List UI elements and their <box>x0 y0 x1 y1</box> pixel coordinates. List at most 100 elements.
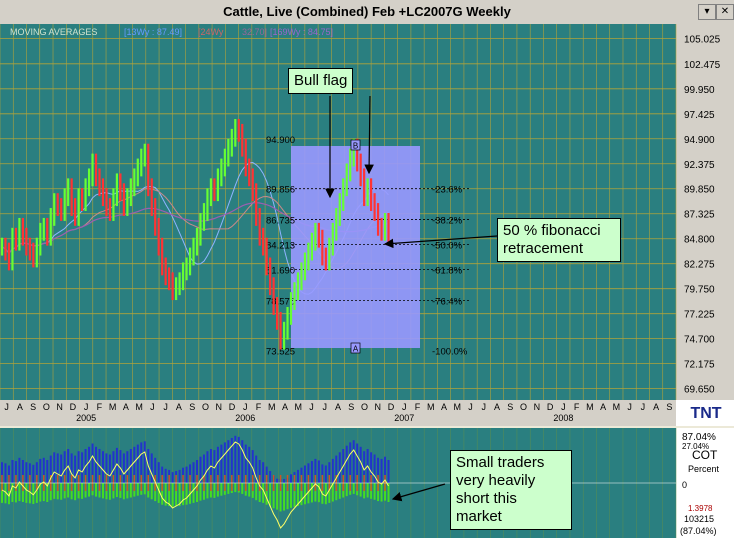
x-month-label: J <box>243 402 248 412</box>
x-month-label: J <box>322 402 327 412</box>
y-tick-label: 99.950 <box>684 85 715 96</box>
x-month-label: M <box>135 402 143 412</box>
fib-pct-label: -100.0% <box>432 346 468 357</box>
x-year-label: 2006 <box>235 413 255 423</box>
x-month-label: D <box>229 402 236 412</box>
y-tick-label: 105.025 <box>684 35 721 46</box>
x-month-label: S <box>666 402 672 412</box>
fib-pct-label: -38.2% <box>432 216 463 227</box>
fib-price-label: 78.570 <box>266 296 295 307</box>
x-year-label: 2005 <box>76 413 96 423</box>
y-tick-label: 102.475 <box>684 60 721 71</box>
x-month-label: J <box>163 402 168 412</box>
y-tick-label: 87.325 <box>684 210 715 221</box>
y-tick-label: 69.650 <box>684 385 715 396</box>
cot-callout-line2: very heavily <box>456 472 536 489</box>
x-month-label: S <box>30 402 36 412</box>
fib-price-label: 81.690 <box>266 265 295 276</box>
y-axis-panel <box>676 24 734 400</box>
x-month-label: J <box>627 402 632 412</box>
fib-price-label: 86.735 <box>266 216 295 227</box>
x-month-label: A <box>441 402 447 412</box>
y-tick-label: 82.275 <box>684 260 715 271</box>
x-month-label: N <box>375 402 382 412</box>
cot-histogram <box>0 435 676 529</box>
y-tick-label: 72.175 <box>684 360 715 371</box>
y-tick-label: 74.700 <box>684 335 715 346</box>
cot-callout-line3: short this <box>456 490 517 507</box>
x-month-label: D <box>70 402 77 412</box>
ma-legend-value: 32.70] <box>242 27 267 37</box>
x-month-label: M <box>268 402 276 412</box>
fib-arrow <box>383 235 498 249</box>
fibonacci-lines: 94.900 89.856 86.735 84.213 81.690 78.570 73.5… <box>266 135 470 357</box>
x-month-label: J <box>4 402 9 412</box>
x-month-label: J <box>150 402 155 412</box>
bull-flag-arrow-2 <box>364 95 374 175</box>
x-month-label: A <box>17 402 23 412</box>
minimize-button[interactable]: ▾ <box>698 4 716 20</box>
cot-zero: 0 <box>682 480 687 490</box>
y-tick-label: 94.900 <box>684 135 715 146</box>
x-month-label: A <box>600 402 606 412</box>
x-month-label: A <box>494 402 500 412</box>
bull-flag-callout: Bull flag <box>288 68 354 94</box>
x-month-label: O <box>361 402 368 412</box>
fib-point-b: B <box>353 142 358 151</box>
fibonacci-callout: 50 % fibonacci retracement <box>497 218 621 262</box>
x-month-label: M <box>109 402 117 412</box>
x-month-label: A <box>335 402 341 412</box>
fib-pct-label: -76.4% <box>432 296 463 307</box>
x-month-label: J <box>84 402 89 412</box>
x-month-label: J <box>561 402 566 412</box>
x-month-label: A <box>123 402 129 412</box>
x-month-label: J <box>641 402 646 412</box>
x-month-label: F <box>97 402 103 412</box>
cot-bottom-value: (87.04%) <box>680 526 717 536</box>
x-month-label: M <box>454 402 462 412</box>
y-tick-label: 97.425 <box>684 110 715 121</box>
x-month-label: O <box>520 402 527 412</box>
cot-index-line <box>1 441 389 529</box>
x-month-label: A <box>653 402 659 412</box>
cot-upper-small: 27.04% <box>682 442 709 451</box>
fib-callout-line1: 50 % fibonacci <box>503 222 601 239</box>
x-month-label: A <box>282 402 288 412</box>
x-year-label: 2008 <box>553 413 573 423</box>
y-tick-label: 79.750 <box>684 285 715 296</box>
x-axis-panel <box>0 400 676 426</box>
cot-callout: Small traders very heavily short this ma… <box>450 450 572 530</box>
ma-legend-13w: [13Wy : 87.49] <box>124 27 182 37</box>
fib-pct-label: -61.8% <box>432 265 463 276</box>
x-month-label: M <box>613 402 621 412</box>
x-month-label: S <box>507 402 513 412</box>
x-month-label: N <box>56 402 63 412</box>
ma-legend-label: MOVING AVERAGES <box>10 27 97 37</box>
cot-lower-value: 103215 <box>684 514 714 524</box>
x-month-label: O <box>202 402 209 412</box>
fib-point-a: A <box>353 345 359 354</box>
x-month-label: J <box>402 402 407 412</box>
price-bars <box>0 118 390 350</box>
fib-price-label: 73.525 <box>266 346 295 357</box>
x-month-label: O <box>43 402 50 412</box>
x-month-label: D <box>388 402 395 412</box>
ma-legend-169w: [169Wy : 84.75] <box>270 27 333 37</box>
tnt-logo: TNT <box>690 405 721 422</box>
fib-pct-label: -50.0% <box>432 241 463 252</box>
y-tick-label: 92.375 <box>684 160 715 171</box>
x-month-label: M <box>294 402 302 412</box>
cot-percent-label: Percent <box>688 464 720 474</box>
x-month-label: F <box>415 402 421 412</box>
x-month-label: S <box>348 402 354 412</box>
cot-arrow <box>391 483 446 502</box>
fib-callout-line2: retracement <box>503 240 584 257</box>
x-month-label: S <box>189 402 195 412</box>
x-month-label: M <box>427 402 435 412</box>
cot-lower-small: 1.3978 <box>688 504 713 513</box>
close-button[interactable]: ✕ <box>716 4 734 20</box>
cot-callout-line4: market <box>456 508 502 525</box>
cot-top-value: 87.04% <box>682 432 716 443</box>
x-month-label: J <box>309 402 314 412</box>
fib-price-label: 84.213 <box>266 241 295 252</box>
